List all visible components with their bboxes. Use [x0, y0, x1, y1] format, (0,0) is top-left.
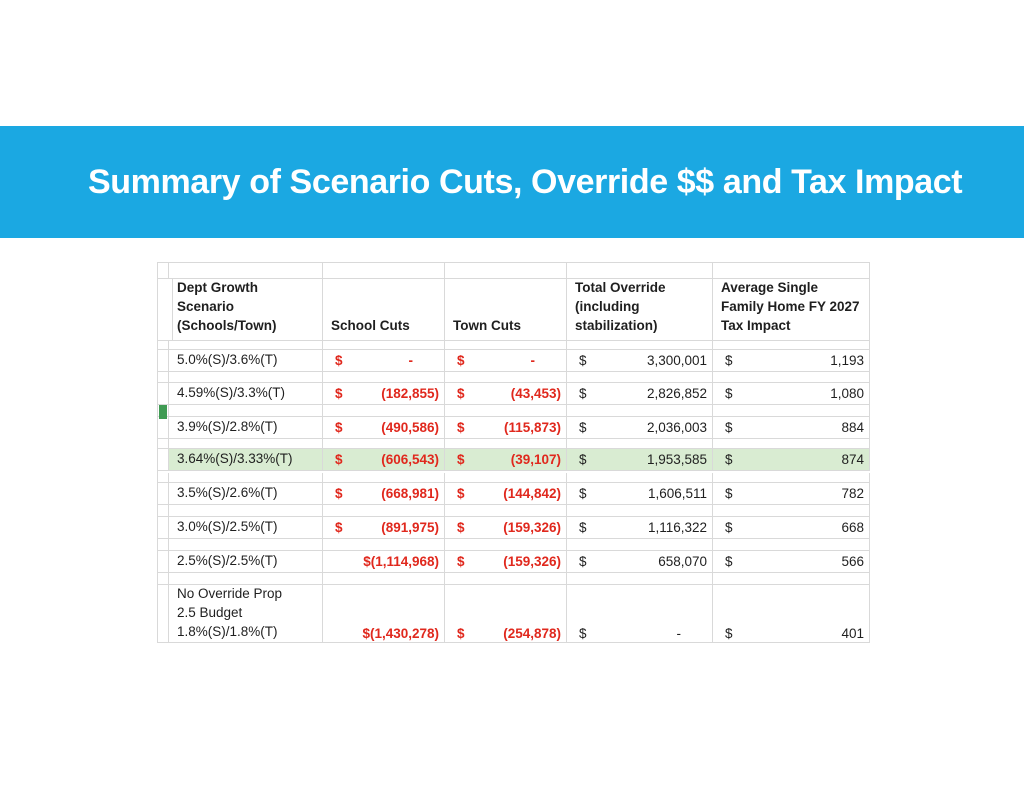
total-override-cell: $2,036,003: [567, 417, 713, 439]
header-dept-growth-scenario: Dept Growth Scenario (Schools/Town): [169, 279, 323, 341]
town-cuts-cell: $ (159,326): [445, 517, 567, 539]
header-tax-impact: Average Single Family Home FY 2027 Tax I…: [713, 279, 870, 341]
town-cuts-cell: $ (43,453): [445, 383, 567, 405]
excel-selection-mark: [159, 405, 167, 419]
scenario-label: 5.0%(S)/3.6%(T): [169, 350, 323, 372]
tax-impact-cell: $668: [713, 517, 870, 539]
scenario-label: 3.9%(S)/2.8%(T): [169, 417, 323, 439]
school-cuts-cell: $ (668,981): [323, 483, 445, 505]
school-cuts-cell: $ -: [323, 350, 445, 372]
school-cuts-cell: $(1,430,278): [323, 585, 445, 643]
tax-impact-cell: $566: [713, 551, 870, 573]
spacer-row: [158, 539, 870, 551]
tax-impact-cell: $874: [713, 449, 870, 471]
school-cuts-cell: $ (606,543): [323, 449, 445, 471]
spacer-row: [158, 573, 870, 585]
tax-impact-cell: $401: [713, 585, 870, 643]
town-cuts-cell: $ (254,878): [445, 585, 567, 643]
spacer-row: [158, 341, 870, 350]
table-row: 2.5%(S)/2.5%(T) $(1,114,968) $ (159,326) …: [158, 551, 870, 573]
slide-title: Summary of Scenario Cuts, Override $$ an…: [88, 162, 963, 201]
scenario-label: 2.5%(S)/2.5%(T): [169, 551, 323, 573]
table-row: 3.0%(S)/2.5%(T) $ (891,975) $ (159,326) $1…: [158, 517, 870, 539]
table-row: 3.9%(S)/2.8%(T) $ (490,586) $ (115,873) $2…: [158, 417, 870, 439]
title-banner: Summary of Scenario Cuts, Override $$ an…: [0, 126, 1024, 238]
spacer-row: [158, 405, 870, 417]
school-cuts-cell: $ (490,586): [323, 417, 445, 439]
spacer-row: [158, 372, 870, 383]
header-school-cuts: School Cuts: [323, 279, 445, 341]
total-override-cell: $658,070: [567, 551, 713, 573]
spacer-row: [158, 439, 870, 449]
total-override-cell: $1,116,322: [567, 517, 713, 539]
header-row: Dept Growth Scenario (Schools/Town) Scho…: [158, 279, 870, 341]
total-override-cell: $3,300,001: [567, 350, 713, 372]
town-cuts-cell: $ (39,107): [445, 449, 567, 471]
scenario-label: 3.0%(S)/2.5%(T): [169, 517, 323, 539]
total-override-cell: $ -: [567, 585, 713, 643]
header-total-override: Total Override (including stabilization): [567, 279, 713, 341]
spacer-row: [158, 263, 870, 279]
tax-impact-cell: $1,080: [713, 383, 870, 405]
school-cuts-cell: $(1,114,968): [323, 551, 445, 573]
tax-impact-cell: $884: [713, 417, 870, 439]
header-town-cuts: Town Cuts: [445, 279, 567, 341]
total-override-cell: $2,826,852: [567, 383, 713, 405]
scenario-label: No Override Prop 2.5 Budget 1.8%(S)/1.8%…: [169, 585, 323, 643]
scenario-label: 3.5%(S)/2.6%(T): [169, 483, 323, 505]
table-row: No Override Prop 2.5 Budget 1.8%(S)/1.8%…: [158, 585, 870, 643]
scenario-label: 3.64%(S)/3.33%(T): [169, 449, 323, 471]
scenario-table: Dept Growth Scenario (Schools/Town) Scho…: [157, 262, 870, 643]
tax-impact-cell: $1,193: [713, 350, 870, 372]
table-row: 5.0%(S)/3.6%(T) $ - $ - $3,300,001 $1,193: [158, 350, 870, 372]
total-override-cell: $1,606,511: [567, 483, 713, 505]
total-override-cell: $1,953,585: [567, 449, 713, 471]
school-cuts-cell: $ (891,975): [323, 517, 445, 539]
town-cuts-cell: $ (115,873): [445, 417, 567, 439]
table-row: 4.59%(S)/3.3%(T) $ (182,855) $ (43,453) $2…: [158, 383, 870, 405]
table-row-highlighted: 3.64%(S)/3.33%(T) $ (606,543) $ (39,107) $…: [158, 449, 870, 473]
town-cuts-cell: $ -: [445, 350, 567, 372]
table-row: 3.5%(S)/2.6%(T) $ (668,981) $ (144,842) $1…: [158, 483, 870, 505]
town-cuts-cell: $ (159,326): [445, 551, 567, 573]
spacer-row: [158, 473, 870, 483]
tax-impact-cell: $782: [713, 483, 870, 505]
scenario-label: 4.59%(S)/3.3%(T): [169, 383, 323, 405]
school-cuts-cell: $ (182,855): [323, 383, 445, 405]
spacer-row: [158, 505, 870, 517]
town-cuts-cell: $ (144,842): [445, 483, 567, 505]
